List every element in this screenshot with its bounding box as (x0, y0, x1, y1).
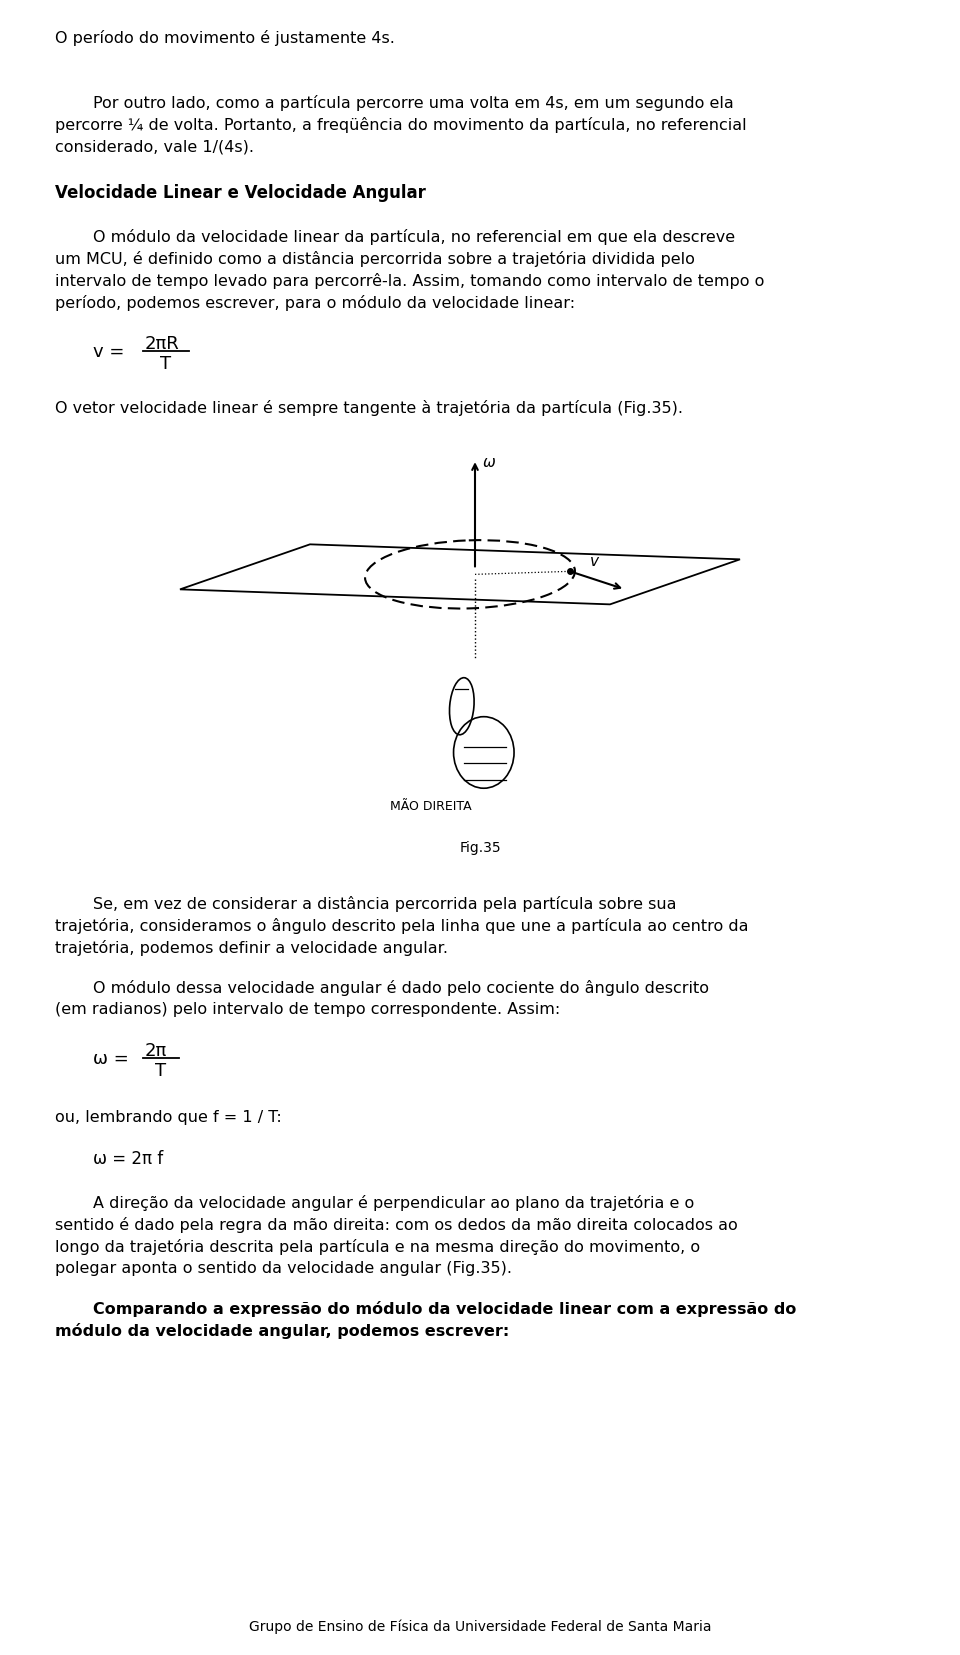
Text: Velocidade Linear e Velocidade Angular: Velocidade Linear e Velocidade Angular (55, 184, 426, 202)
Text: O módulo da velocidade linear da partícula, no referencial em que ela descreve: O módulo da velocidade linear da partícu… (93, 228, 735, 245)
Text: ou, lembrando que f = 1 / T:: ou, lembrando que f = 1 / T: (55, 1109, 281, 1124)
Text: ω: ω (483, 455, 495, 470)
Text: Grupo de Ensino de Física da Universidade Federal de Santa Maria: Grupo de Ensino de Física da Universidad… (249, 1619, 711, 1633)
Text: Por outro lado, como a partícula percorre uma volta em 4s, em um segundo ela: Por outro lado, como a partícula percorr… (93, 94, 733, 111)
Text: v =: v = (93, 343, 125, 361)
Text: módulo da velocidade angular, podemos escrever:: módulo da velocidade angular, podemos es… (55, 1322, 509, 1337)
Text: T: T (155, 1061, 166, 1079)
Text: considerado, vale 1/(4s).: considerado, vale 1/(4s). (55, 139, 254, 154)
Text: 2π: 2π (145, 1041, 167, 1059)
Text: O módulo dessa velocidade angular é dado pelo cociente do ângulo descrito: O módulo dessa velocidade angular é dado… (93, 980, 709, 995)
Polygon shape (180, 544, 740, 606)
Text: T: T (160, 356, 171, 372)
Text: intervalo de tempo levado para percorrê-la. Assim, tomando como intervalo de tem: intervalo de tempo levado para percorrê-… (55, 273, 764, 290)
Text: v: v (590, 554, 599, 569)
Text: percorre ¼ de volta. Portanto, a freqüência do movimento da partícula, no refere: percorre ¼ de volta. Portanto, a freqüên… (55, 118, 747, 132)
Text: um MCU, é definido como a distância percorrida sobre a trajetória dividida pelo: um MCU, é definido como a distância perc… (55, 252, 695, 266)
Text: (em radianos) pelo intervalo de tempo correspondente. Assim:: (em radianos) pelo intervalo de tempo co… (55, 1001, 561, 1016)
Text: MÃO DIREITA: MÃO DIREITA (390, 799, 471, 813)
Text: trajetória, consideramos o ângulo descrito pela linha que une a partícula ao cen: trajetória, consideramos o ângulo descri… (55, 917, 749, 933)
Text: polegar aponta o sentido da velocidade angular (Fig.35).: polegar aponta o sentido da velocidade a… (55, 1259, 512, 1274)
Text: período, podemos escrever, para o módulo da velocidade linear:: período, podemos escrever, para o módulo… (55, 295, 575, 311)
Text: Comparando a expressão do módulo da velocidade linear com a expressão do: Comparando a expressão do módulo da velo… (93, 1299, 797, 1316)
Text: O vetor velocidade linear é sempre tangente à trajetória da partícula (Fig.35).: O vetor velocidade linear é sempre tange… (55, 401, 683, 415)
Text: 2πR: 2πR (145, 334, 180, 353)
Text: O período do movimento é justamente 4s.: O período do movimento é justamente 4s. (55, 30, 395, 46)
Text: longo da trajetória descrita pela partícula e na mesma direção do movimento, o: longo da trajetória descrita pela partíc… (55, 1238, 700, 1254)
Text: A direção da velocidade angular é perpendicular ao plano da trajetória e o: A direção da velocidade angular é perpen… (93, 1193, 694, 1210)
Text: ω =: ω = (93, 1049, 129, 1067)
Text: trajetória, podemos definir a velocidade angular.: trajetória, podemos definir a velocidade… (55, 938, 448, 955)
Text: ω = 2π f: ω = 2π f (93, 1149, 163, 1167)
Text: Se, em vez de considerar a distância percorrida pela partícula sobre sua: Se, em vez de considerar a distância per… (93, 895, 677, 910)
Text: sentido é dado pela regra da mão direita: com os dedos da mão direita colocados : sentido é dado pela regra da mão direita… (55, 1216, 737, 1231)
Text: Fig.35: Fig.35 (459, 841, 501, 854)
